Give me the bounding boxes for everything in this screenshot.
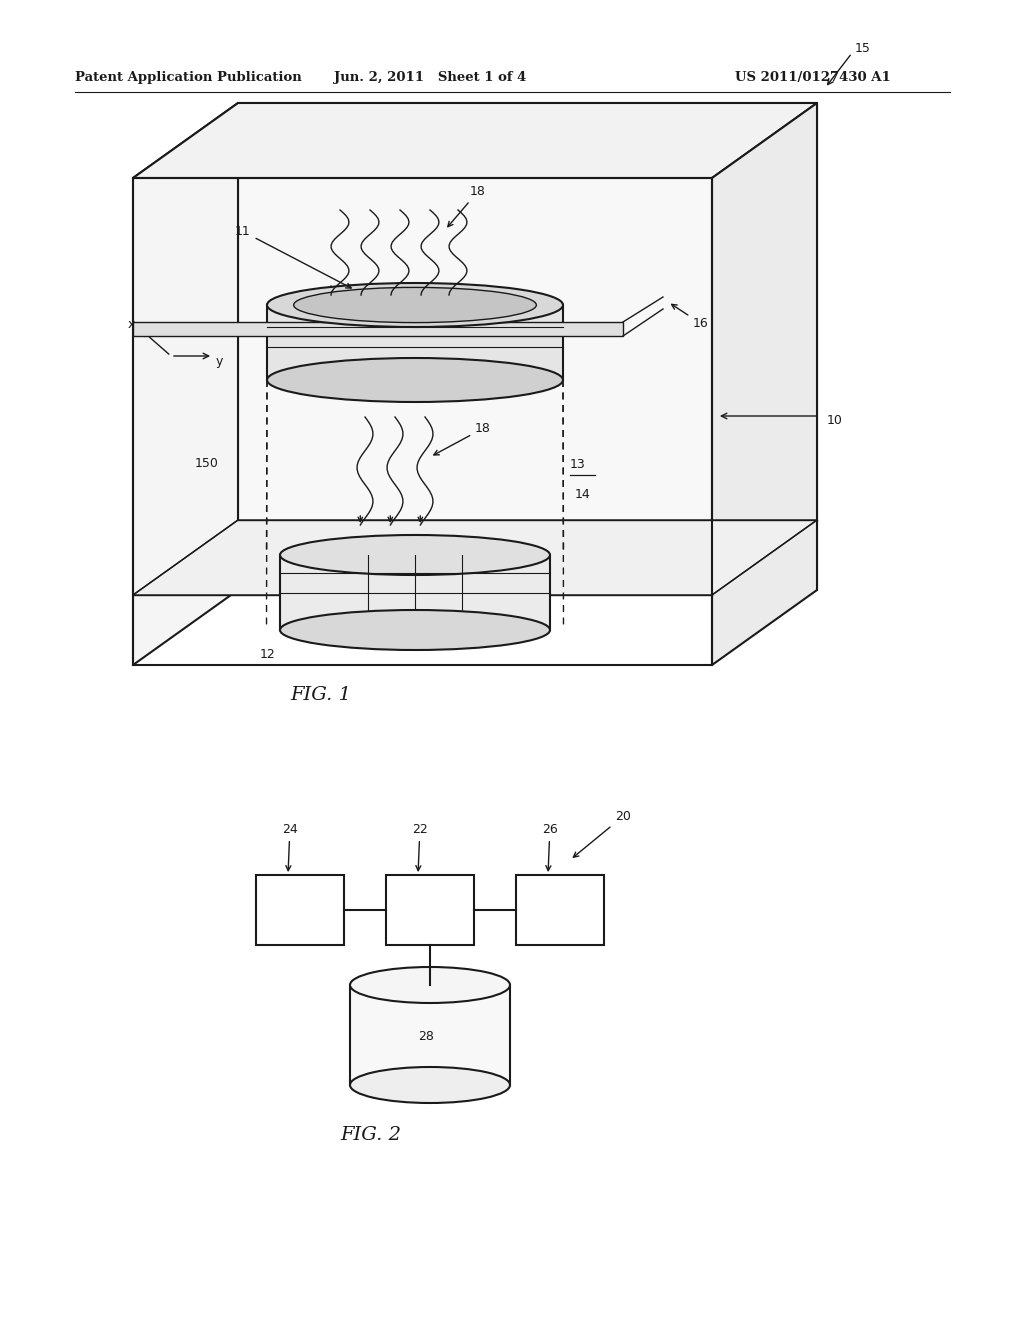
Text: 15: 15 xyxy=(855,41,870,54)
Text: US 2011/0127430 A1: US 2011/0127430 A1 xyxy=(735,71,891,84)
Ellipse shape xyxy=(280,610,550,649)
Text: 14: 14 xyxy=(575,488,591,502)
Polygon shape xyxy=(238,103,817,590)
Text: 20: 20 xyxy=(573,810,631,857)
Text: Jun. 2, 2011   Sheet 1 of 4: Jun. 2, 2011 Sheet 1 of 4 xyxy=(334,71,526,84)
Text: 18: 18 xyxy=(434,422,490,455)
Ellipse shape xyxy=(350,968,510,1003)
Text: 18: 18 xyxy=(447,185,485,227)
Polygon shape xyxy=(267,305,563,380)
Ellipse shape xyxy=(267,282,563,327)
Text: Patent Application Publication: Patent Application Publication xyxy=(75,71,302,84)
Text: 12: 12 xyxy=(260,648,275,661)
Text: 26: 26 xyxy=(542,822,558,871)
Polygon shape xyxy=(133,103,238,665)
Text: y: y xyxy=(215,355,222,367)
Text: 10: 10 xyxy=(827,414,843,428)
Text: 11: 11 xyxy=(234,224,351,288)
Polygon shape xyxy=(350,985,510,1085)
Text: 24: 24 xyxy=(282,822,298,871)
Polygon shape xyxy=(133,520,817,595)
Text: 28: 28 xyxy=(418,1030,434,1043)
Text: FIG. 1: FIG. 1 xyxy=(290,686,351,704)
Text: FIG. 2: FIG. 2 xyxy=(340,1126,401,1144)
FancyBboxPatch shape xyxy=(386,875,474,945)
Ellipse shape xyxy=(280,535,550,576)
Polygon shape xyxy=(133,322,623,337)
Text: 150: 150 xyxy=(195,457,219,470)
Text: 22: 22 xyxy=(412,822,428,871)
Text: 13: 13 xyxy=(570,458,586,471)
Ellipse shape xyxy=(294,288,537,322)
Text: 16: 16 xyxy=(672,305,709,330)
Text: x: x xyxy=(127,318,135,330)
Polygon shape xyxy=(280,554,550,630)
Polygon shape xyxy=(133,103,817,178)
FancyBboxPatch shape xyxy=(256,875,344,945)
Polygon shape xyxy=(712,103,817,665)
Ellipse shape xyxy=(267,358,563,403)
FancyBboxPatch shape xyxy=(516,875,604,945)
Ellipse shape xyxy=(350,1067,510,1104)
